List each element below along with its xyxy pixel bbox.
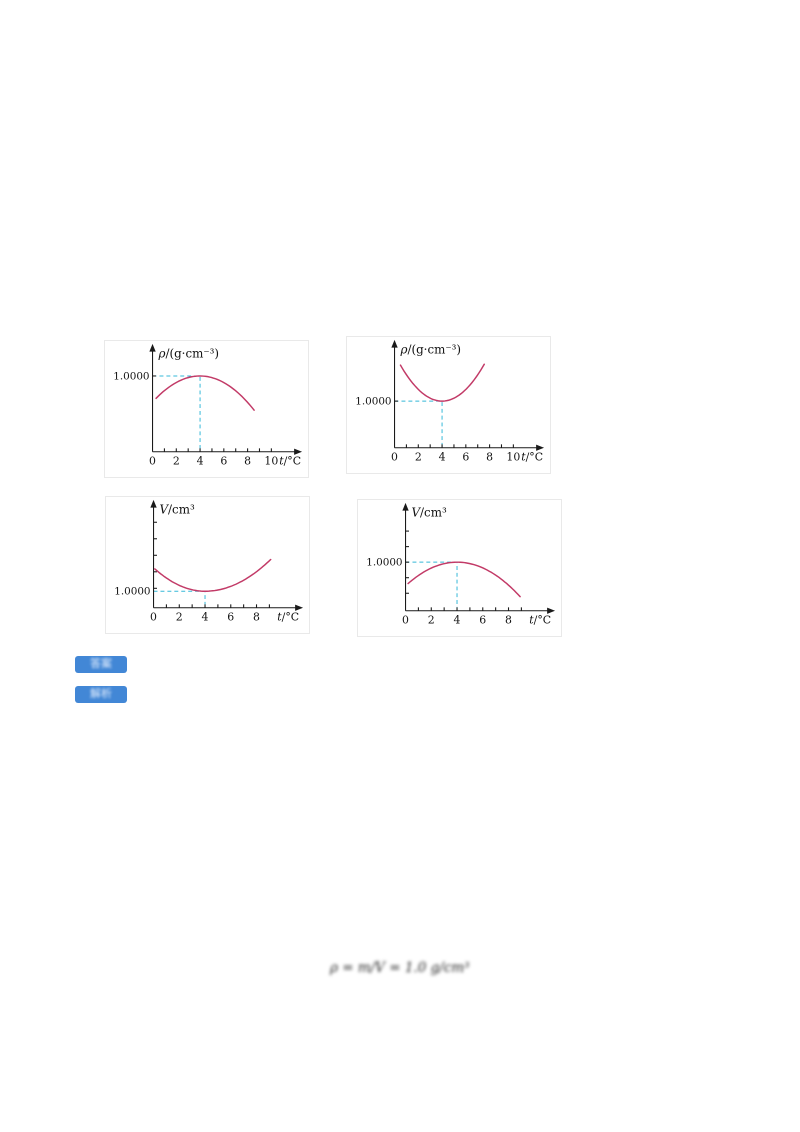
svg-text:8: 8 (253, 610, 260, 623)
svg-text:6: 6 (227, 610, 234, 623)
svg-text:t/°C: t/°C (279, 454, 301, 467)
svg-text:1.0000: 1.0000 (114, 586, 150, 598)
answer-badge[interactable]: 答案 (75, 656, 127, 673)
svg-text:0: 0 (391, 450, 398, 463)
svg-text:8: 8 (486, 450, 493, 463)
answer-badge-label: 答案 (90, 658, 112, 670)
svg-text:4: 4 (202, 610, 209, 623)
svg-text:2: 2 (415, 450, 422, 463)
svg-text:4: 4 (454, 613, 461, 626)
volume-max-chart: 0 2 4 6 8 t/°C V/cm³ 1.0000 (366, 502, 556, 626)
svg-text:1.0000: 1.0000 (113, 370, 149, 382)
chart-panel-volume-min: 0 2 4 6 8 t/°C V/cm³ 1.0000 (105, 496, 310, 634)
svg-text:2: 2 (428, 613, 435, 626)
svg-text:2: 2 (176, 610, 183, 623)
density-formula-text: ρ = m/V = 1.0 g/cm³ (330, 960, 470, 976)
chart-panel-density-max: 0 2 4 6 8 10 t/°C ρ/(g·cm⁻³) 1.0000 (104, 340, 309, 478)
density-min-chart: 0 2 4 6 8 10 t/°C ρ/(g·cm⁻³) 1.0000 (355, 339, 545, 463)
svg-text:0: 0 (150, 610, 157, 623)
svg-text:4: 4 (197, 454, 204, 467)
svg-text:4: 4 (439, 450, 446, 463)
svg-text:t/°C: t/°C (521, 450, 543, 463)
chart-panel-volume-max: 0 2 4 6 8 t/°C V/cm³ 1.0000 (357, 499, 562, 637)
svg-text:t/°C: t/°C (277, 610, 299, 623)
analysis-badge-label: 解析 (90, 688, 112, 700)
svg-text:8: 8 (505, 613, 512, 626)
svg-text:1.0000: 1.0000 (355, 396, 391, 408)
svg-text:0: 0 (149, 454, 156, 467)
svg-text:6: 6 (220, 454, 227, 467)
svg-text:ρ/(g·cm⁻³): ρ/(g·cm⁻³) (399, 343, 461, 357)
svg-text:t/°C: t/°C (529, 613, 551, 626)
chart-panel-density-min: 0 2 4 6 8 10 t/°C ρ/(g·cm⁻³) 1.0000 (346, 336, 551, 474)
svg-text:1.0000: 1.0000 (366, 557, 402, 569)
density-max-chart: 0 2 4 6 8 10 t/°C ρ/(g·cm⁻³) 1.0000 (113, 343, 303, 467)
svg-text:2: 2 (173, 454, 180, 467)
svg-text:ρ/(g·cm⁻³): ρ/(g·cm⁻³) (157, 347, 219, 361)
svg-text:0: 0 (402, 613, 409, 626)
svg-text:10: 10 (506, 450, 520, 463)
analysis-badge[interactable]: 解析 (75, 686, 127, 703)
svg-text:8: 8 (244, 454, 251, 467)
svg-text:6: 6 (462, 450, 469, 463)
svg-text:6: 6 (479, 613, 486, 626)
svg-text:V/cm³: V/cm³ (411, 506, 447, 520)
svg-text:10: 10 (264, 454, 278, 467)
volume-min-chart: 0 2 4 6 8 t/°C V/cm³ 1.0000 (114, 499, 304, 623)
svg-text:V/cm³: V/cm³ (159, 503, 195, 517)
